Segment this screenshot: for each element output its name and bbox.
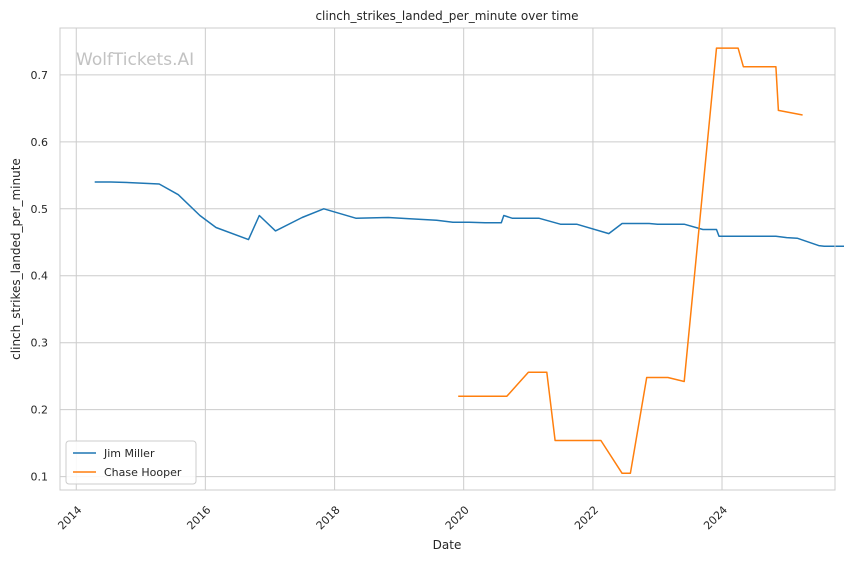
y-axis-ticks: 0.1 0.2 0.3 0.4 0.5 0.6 0.7 bbox=[31, 69, 49, 484]
legend-label-jim-miller: Jim Miller bbox=[103, 447, 155, 460]
chart-title: clinch_strikes_landed_per_minute over ti… bbox=[315, 9, 578, 23]
y-axis-label: clinch_strikes_landed_per_minute bbox=[9, 158, 23, 360]
plot-border bbox=[59, 27, 836, 491]
watermark: WolfTickets.AI bbox=[76, 50, 194, 70]
legend-box bbox=[65, 440, 197, 485]
series-line-chase-hooper bbox=[458, 47, 803, 475]
y-tick-label: 0.1 bbox=[31, 471, 49, 484]
plot-background bbox=[60, 28, 835, 490]
y-tick-label: 0.2 bbox=[31, 404, 49, 417]
series-line-jim-miller bbox=[94, 181, 844, 248]
y-tick-label: 0.3 bbox=[31, 337, 49, 350]
grid bbox=[60, 28, 835, 490]
legend-label-chase-hooper: Chase Hooper bbox=[104, 466, 182, 479]
x-axis-label: Date bbox=[433, 538, 462, 552]
plot-frame bbox=[59, 27, 836, 491]
y-tick-label: 0.7 bbox=[31, 69, 49, 82]
y-tick-label: 0.4 bbox=[31, 270, 49, 283]
series-layer bbox=[94, 47, 844, 475]
y-tick-label: 0.6 bbox=[31, 136, 49, 149]
legend: Jim Miller Chase Hooper bbox=[65, 440, 197, 485]
plot-area bbox=[60, 28, 835, 490]
y-tick-label: 0.5 bbox=[31, 203, 49, 216]
